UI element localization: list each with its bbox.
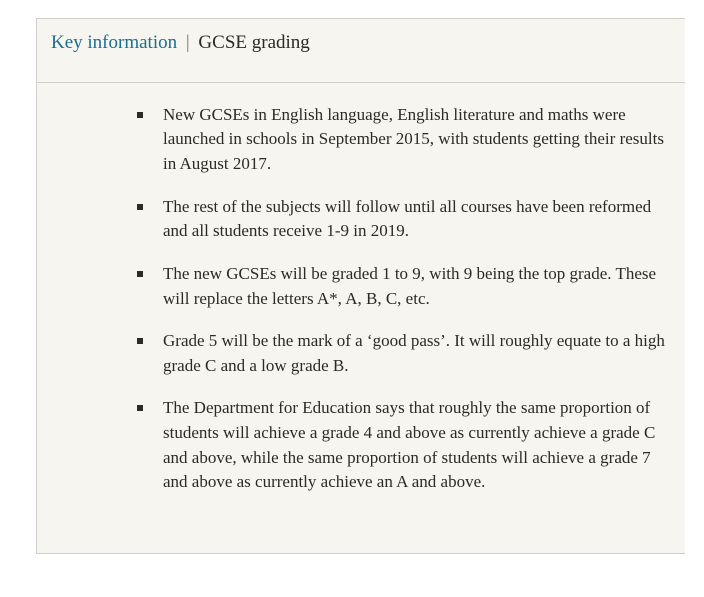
panel-header: Key information | GCSE grading	[37, 19, 685, 83]
list-item: New GCSEs in English language, English l…	[137, 103, 665, 177]
list-item: The new GCSEs will be graded 1 to 9, wit…	[137, 262, 665, 311]
header-key-label: Key information	[51, 32, 177, 53]
header-separator: |	[182, 32, 194, 53]
list-item: The rest of the subjects will follow unt…	[137, 195, 665, 244]
panel-body: New GCSEs in English language, English l…	[37, 83, 685, 553]
info-panel: Key information | GCSE grading New GCSEs…	[36, 18, 685, 554]
list-item: The Department for Education says that r…	[137, 396, 665, 495]
header-topic: GCSE grading	[198, 32, 309, 53]
page-wrapper: Key information | GCSE grading New GCSEs…	[0, 0, 704, 597]
list-item: Grade 5 will be the mark of a ‘good pass…	[137, 329, 665, 378]
bullet-list: New GCSEs in English language, English l…	[137, 103, 665, 495]
